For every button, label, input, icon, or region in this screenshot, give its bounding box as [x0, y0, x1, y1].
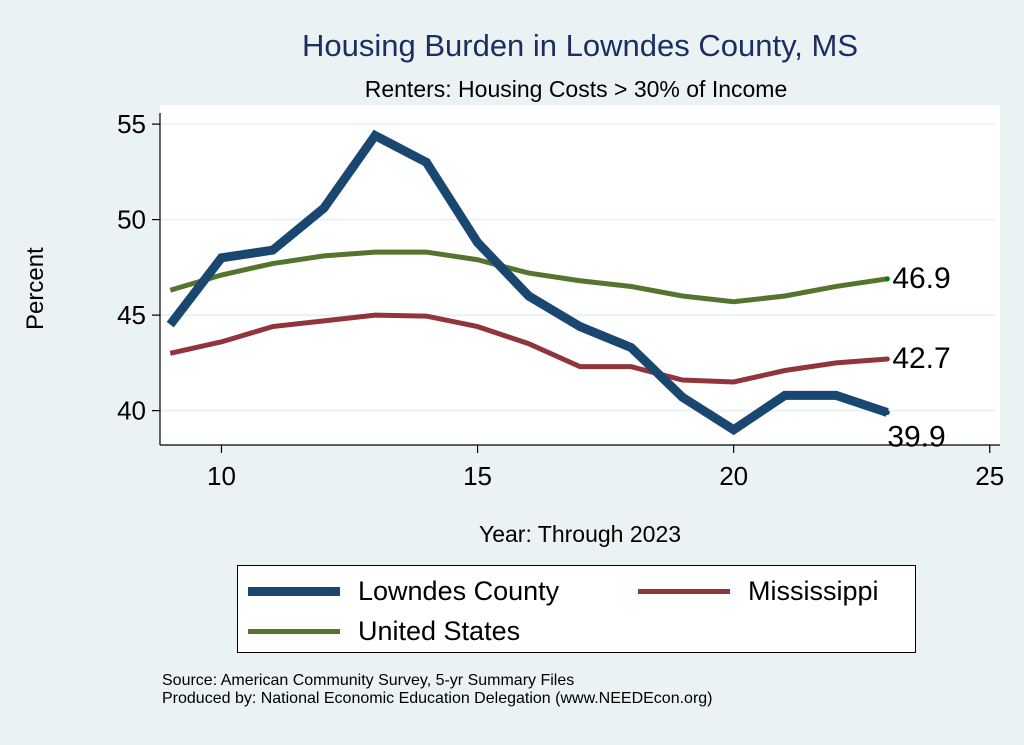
plot-background [160, 105, 1000, 445]
end-marker [884, 276, 890, 282]
x-tick-label: 25 [975, 461, 1004, 491]
end-marker [884, 410, 890, 416]
legend-label: Lowndes County [358, 576, 560, 606]
legend-item-lowndes: Lowndes County [248, 576, 559, 607]
series-line-united-states [169, 249, 888, 305]
end-marker [884, 356, 890, 362]
x-tick-label: 15 [463, 461, 492, 491]
x-axis-label: Year: Through 2023 [478, 521, 682, 547]
producer-line: Produced by: National Economic Education… [162, 690, 713, 707]
end-data-label: 42.7 [892, 342, 950, 375]
x-tick-label: 10 [207, 461, 236, 491]
y-tick-label: 40 [117, 396, 146, 426]
chart-title: Housing Burden in Lowndes County, MS [301, 28, 859, 63]
legend-label: United States [358, 616, 521, 646]
y-axis-label: Percent [22, 247, 49, 330]
legend-swatch [248, 587, 340, 596]
source-note: Source: American Community Survey, 5-yr … [162, 672, 713, 708]
series-line-mississippi [169, 312, 888, 385]
legend-item-us: United States [248, 616, 520, 647]
source-line: Source: American Community Survey, 5-yr … [162, 672, 575, 689]
chart-subtitle: Renters: Housing Costs > 30% of Income [364, 76, 788, 102]
legend-swatch [638, 589, 730, 594]
end-data-label: 39.9 [887, 421, 945, 454]
series-line-lowndes-county [166, 129, 889, 436]
y-tick-label: 45 [117, 300, 146, 330]
x-tick-label: 20 [719, 461, 748, 491]
legend-item-mississippi: Mississippi [638, 576, 879, 607]
end-data-label: 46.9 [892, 262, 950, 295]
legend: Lowndes County Mississippi United States [237, 565, 916, 653]
legend-swatch [248, 629, 340, 634]
y-tick-label: 50 [117, 205, 146, 235]
y-tick-label: 55 [117, 109, 146, 139]
legend-label: Mississippi [748, 576, 879, 606]
